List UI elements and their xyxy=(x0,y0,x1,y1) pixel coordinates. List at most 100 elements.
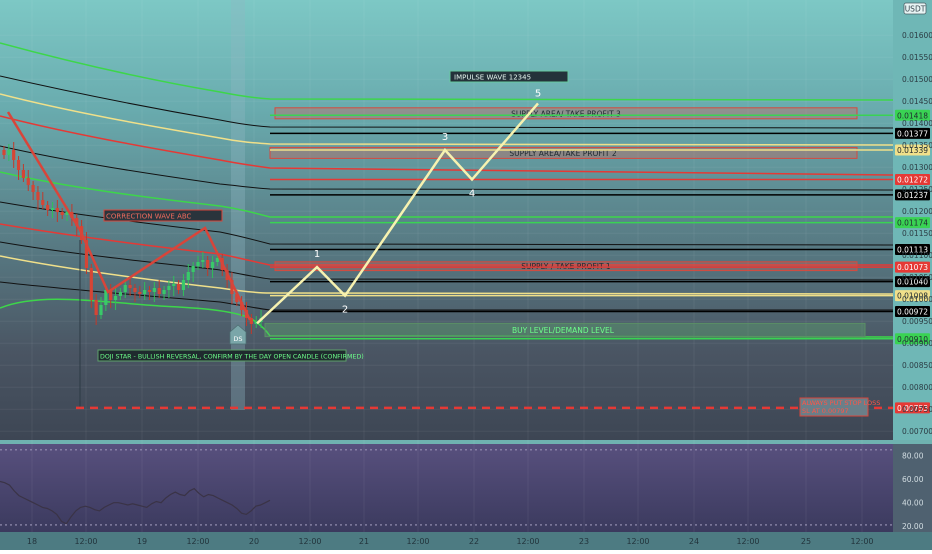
candle-body xyxy=(216,258,219,262)
highlight-band xyxy=(231,0,245,410)
candle-body xyxy=(17,160,20,170)
price-tick-label: 0.01150 xyxy=(902,229,932,238)
price-level-label: 0.01272 xyxy=(897,176,928,185)
time-tick-label: 21 xyxy=(359,537,369,546)
oscillator-tick-label: 20.00 xyxy=(902,522,924,531)
time-tick-label: 22 xyxy=(469,537,479,546)
oscillator-pane-background xyxy=(0,444,893,532)
time-tick-label: 12:00 xyxy=(298,537,321,546)
candle-body xyxy=(153,288,156,292)
price-tick-label: 0.01350 xyxy=(902,141,932,150)
correction-wave-label: CORRECTION WAVE ABC xyxy=(106,213,192,221)
wave-point-label: 3 xyxy=(442,132,448,143)
candle-body xyxy=(177,284,180,290)
price-level-label: 0.00972 xyxy=(897,308,928,317)
candle-body xyxy=(61,212,64,215)
candle-body xyxy=(41,200,44,205)
price-tick-label: 0.00750 xyxy=(902,405,932,414)
stop-loss-label-line1: ALWAYS PUT STOP LOSS xyxy=(802,399,880,407)
candle-body xyxy=(167,286,170,290)
price-tick-label: 0.00800 xyxy=(902,383,932,392)
candle-body xyxy=(7,150,10,155)
candle-body xyxy=(201,260,204,262)
zone-label: BUY LEVEL/DEMAND LEVEL xyxy=(512,326,615,335)
candle-body xyxy=(119,292,122,296)
price-tick-label: 0.01600 xyxy=(902,31,932,40)
price-tick-label: 0.01550 xyxy=(902,53,932,62)
candle-body xyxy=(129,285,132,288)
time-tick-label: 12:00 xyxy=(736,537,759,546)
candle-body xyxy=(172,284,175,286)
price-tick-label: 0.01200 xyxy=(902,207,932,216)
price-tick-label: 0.01100 xyxy=(902,251,932,260)
time-tick-label: 12:00 xyxy=(516,537,539,546)
time-tick-label: 25 xyxy=(801,537,811,546)
price-tick-label: 0.01450 xyxy=(902,97,932,106)
impulse-wave-label: IMPULSE WAVE 12345 xyxy=(454,74,531,82)
candle-body xyxy=(22,170,25,178)
price-tick-label: 0.00850 xyxy=(902,361,932,370)
price-tick-label: 0.01400 xyxy=(902,119,932,128)
oscillator-tick-label: 40.00 xyxy=(902,499,924,508)
time-tick-label: 20 xyxy=(249,537,259,546)
stop-loss-label-line2: SL AT 0.00797 xyxy=(802,407,849,415)
candle-body xyxy=(12,150,15,160)
candle-body xyxy=(148,290,151,292)
candle-body xyxy=(56,208,59,212)
time-tick-label: 12:00 xyxy=(74,537,97,546)
marker-label: DS xyxy=(233,335,242,343)
doji-star-label: DOJI STAR - BULLISH REVERSAL, CONFIRM BY… xyxy=(100,354,364,361)
candle-body xyxy=(27,178,30,185)
candle-body xyxy=(114,296,117,300)
candle-body xyxy=(2,150,5,155)
price-level-label: 0.01073 xyxy=(897,263,928,272)
time-tick-label: 24 xyxy=(689,537,699,546)
time-tick-label: 12:00 xyxy=(186,537,209,546)
oscillator-tick-label: 60.00 xyxy=(902,475,924,484)
price-tick-label: 0.01300 xyxy=(902,163,932,172)
candle-body xyxy=(187,272,190,280)
candle-body xyxy=(90,268,93,300)
time-tick-label: 12:00 xyxy=(850,537,873,546)
price-tick-label: 0.01000 xyxy=(902,295,932,304)
price-tick-label: 0.01250 xyxy=(902,185,932,194)
price-tick-label: 0.00950 xyxy=(902,317,932,326)
candle-body xyxy=(192,266,195,272)
wave-point-label: 1 xyxy=(314,249,320,260)
wave-point-label: 4 xyxy=(469,189,475,200)
candle-body xyxy=(124,285,127,292)
oscillator-tick-label: 80.00 xyxy=(902,452,924,461)
price-level-label: 0.01174 xyxy=(897,219,928,228)
candle-body xyxy=(196,262,199,266)
candle-body xyxy=(36,192,39,200)
candle-body xyxy=(133,288,136,292)
price-tick-label: 0.01500 xyxy=(902,75,932,84)
time-tick-label: 12:00 xyxy=(406,537,429,546)
candle-body xyxy=(32,185,35,192)
candle-body xyxy=(138,292,141,294)
price-tick-label: 0.00900 xyxy=(902,339,932,348)
candle-body xyxy=(211,262,214,268)
candle-body xyxy=(99,305,102,315)
time-tick-label: 23 xyxy=(579,537,589,546)
candle-body xyxy=(158,288,161,294)
candle-body xyxy=(162,290,165,294)
candle-body xyxy=(51,208,54,210)
wave-point-label: 5 xyxy=(535,88,541,99)
currency-label: USDT xyxy=(905,5,926,14)
time-tick-label: 18 xyxy=(27,537,37,546)
time-tick-label: 12:00 xyxy=(626,537,649,546)
candle-body xyxy=(95,300,98,315)
pane-separator[interactable] xyxy=(0,440,932,444)
price-level-label: 0.01377 xyxy=(897,129,928,138)
wave-point-label: 2 xyxy=(342,305,348,316)
price-tick-label: 0.01050 xyxy=(902,273,932,282)
candle-body xyxy=(206,260,209,268)
time-tick-label: 19 xyxy=(137,537,147,546)
candle-body xyxy=(182,280,185,290)
candle-body xyxy=(143,290,146,294)
candle-body xyxy=(46,205,49,210)
currency-badge[interactable]: USDT xyxy=(904,3,926,14)
